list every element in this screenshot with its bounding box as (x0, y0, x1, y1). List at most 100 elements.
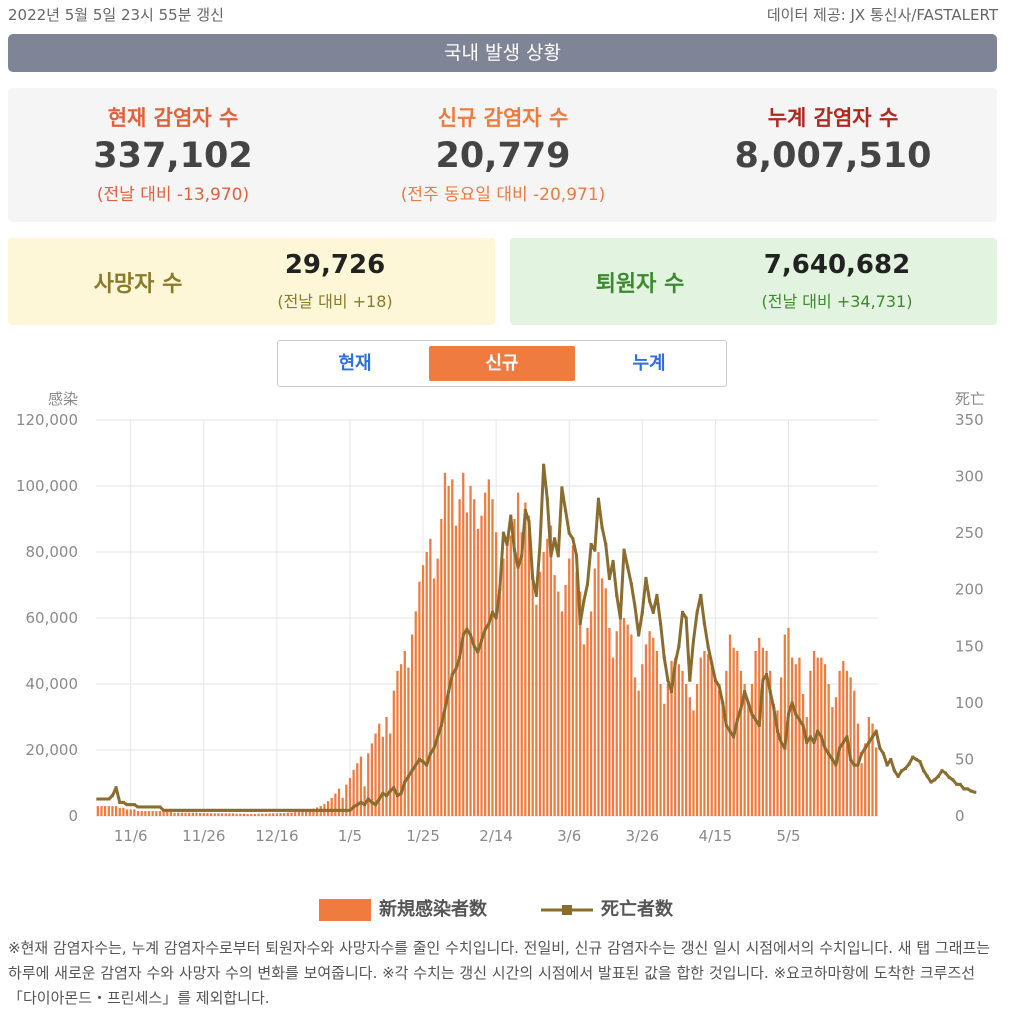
bar-new-infections (111, 806, 114, 816)
deaths-point (498, 588, 502, 592)
deaths-point (834, 763, 838, 767)
bar-new-infections (184, 812, 187, 816)
y-tick-left: 120,000 (16, 411, 78, 429)
deaths-point (827, 752, 831, 756)
bar-new-infections (239, 813, 242, 816)
deaths-point (944, 771, 948, 775)
deaths-point (966, 787, 970, 791)
bar-new-infections (619, 604, 622, 816)
bar-new-infections (502, 558, 505, 816)
deaths-point (140, 805, 144, 809)
new-infected-change: (전주 동요일 대비 -20,971) (400, 185, 606, 205)
bar-new-infections (849, 677, 852, 816)
deaths-point (432, 746, 436, 750)
bar-new-infections (100, 806, 103, 816)
chart-grid (96, 419, 878, 817)
recovered-change: (전날 대비 +34,731) (761, 292, 913, 311)
deaths-point (830, 757, 834, 761)
bar-new-infections (443, 472, 447, 816)
deaths-point (392, 786, 396, 790)
deaths-point (516, 565, 520, 569)
legend-line-swatch (541, 905, 593, 915)
y-tick-right: 150 (955, 637, 984, 655)
deaths-point (936, 774, 940, 778)
deaths-point (282, 808, 286, 812)
bar-new-infections (202, 813, 205, 816)
bar-new-infections (129, 809, 132, 816)
deaths-point (560, 486, 564, 490)
bar-new-infections (374, 733, 377, 816)
bar-new-infections (509, 535, 512, 816)
deaths-point (344, 808, 348, 812)
bar-new-infections (308, 810, 311, 816)
deaths-point (275, 808, 279, 812)
bar-new-infections (688, 697, 691, 816)
deaths-point (99, 797, 103, 801)
deaths-point (659, 622, 663, 626)
bar-new-infections (396, 670, 399, 816)
deaths-point (271, 808, 275, 812)
deaths-point (805, 740, 809, 744)
bar-new-infections (699, 657, 702, 816)
deaths-point (871, 735, 875, 739)
deaths-point (527, 520, 531, 524)
bar-new-infections (290, 812, 293, 816)
deaths-point (881, 752, 885, 756)
deaths-point (896, 774, 900, 778)
bar-new-infections (301, 811, 304, 816)
bar-new-infections (173, 812, 176, 816)
bar-new-infections (805, 717, 808, 816)
bar-new-infections (593, 568, 596, 816)
bar-new-infections (827, 684, 830, 816)
deaths-point (173, 808, 177, 812)
deaths-point (450, 673, 454, 677)
x-tick: 3/26 (625, 827, 659, 845)
bar-new-infections (147, 811, 151, 816)
bar-new-infections (389, 733, 392, 816)
deaths-point (651, 610, 655, 614)
bar-new-infections (663, 703, 666, 816)
deaths-point (812, 740, 816, 744)
bar-new-infections (600, 578, 604, 816)
deaths-point (699, 593, 703, 597)
deaths-point (136, 805, 140, 809)
deaths-point (816, 729, 820, 733)
deaths-point (662, 656, 666, 660)
deaths-point (469, 633, 473, 637)
deaths-point (732, 735, 736, 739)
y-tick-left: 80,000 (26, 543, 79, 561)
deaths-point (505, 542, 509, 546)
deaths-point (176, 808, 180, 812)
bar-new-infections (166, 812, 169, 816)
deaths-point (878, 746, 882, 750)
deaths-point (838, 746, 842, 750)
y-tick-right: 200 (955, 581, 984, 599)
deaths-point (545, 497, 549, 501)
bar-new-infections (622, 618, 626, 816)
deaths-point (147, 805, 151, 809)
deaths-point (501, 531, 505, 535)
deaths-point (417, 757, 421, 761)
deaths-point (465, 627, 469, 631)
deaths-point (925, 774, 929, 778)
legend-bar-swatch (319, 899, 371, 921)
bar-new-infections (473, 499, 476, 816)
deaths-point (637, 633, 641, 637)
bar-new-infections (626, 624, 629, 816)
bar-new-infections (177, 812, 180, 816)
bar-new-infections (261, 813, 264, 816)
deaths-point (867, 740, 871, 744)
deaths-point (955, 782, 959, 786)
deaths-point (198, 808, 202, 812)
deaths-point (523, 509, 527, 513)
deaths-point (933, 778, 937, 782)
tab-new[interactable]: 신규 (429, 346, 575, 381)
tab-current[interactable]: 현재 (338, 353, 372, 374)
tab-total[interactable]: 누계 (632, 353, 666, 374)
bar-new-infections (224, 813, 227, 816)
deaths-point (688, 678, 692, 682)
deaths-point (593, 548, 597, 552)
deaths-point (670, 690, 674, 694)
deaths-point (487, 622, 491, 626)
bar-new-infections (385, 717, 388, 816)
